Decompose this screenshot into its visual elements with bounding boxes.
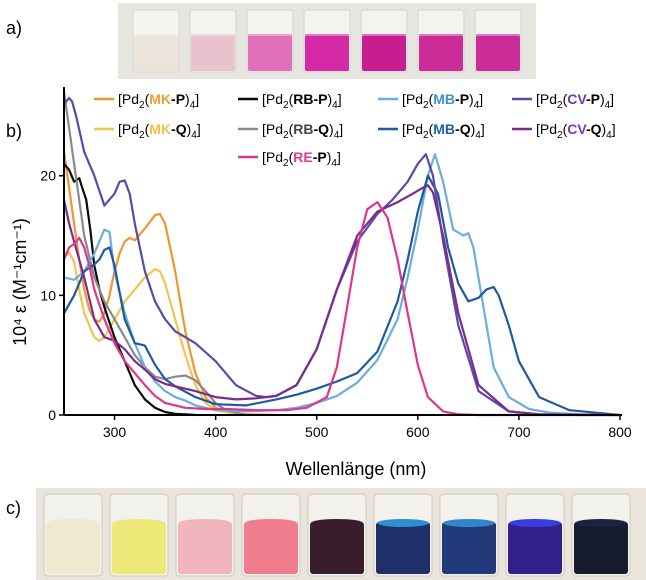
legend-label: [Pd2(MK-P)4]: [118, 91, 199, 111]
vial-top: [246, 9, 294, 73]
y-axis-label: 10⁴ ε (M⁻¹cm⁻¹): [10, 218, 30, 346]
legend-label: [Pd2(MK-Q)4]: [118, 121, 201, 141]
series-layer: [62, 90, 622, 417]
vial-photo-top: [118, 3, 536, 79]
legend-entry-mk-q: [Pd2(MK-Q)4]: [94, 121, 201, 141]
legend-entry-mb-q: [Pd2(MB-Q)4]: [378, 121, 485, 141]
x-axis-label: Wellenlänge (nm): [286, 459, 427, 479]
x-tick-label: 500: [305, 424, 329, 440]
legend-label: [Pd2(CV-P)4]: [536, 91, 614, 111]
vial-top: [417, 9, 465, 73]
legend-entry-rb-p: [Pd2(RB-P)4]: [238, 91, 342, 111]
vial-bottom: [307, 493, 367, 577]
series-line-re-p: [62, 201, 622, 417]
legend-entry-cv-p: [Pd2(CV-P)4]: [512, 91, 614, 111]
legend-label: [Pd2(RE-P)4]: [262, 149, 341, 169]
legend-entry-mb-p: [Pd2(MB-P)4]: [378, 91, 483, 111]
legend-entry-rb-q: [Pd2(RB-Q)4]: [238, 121, 343, 141]
vial-bottom: [373, 493, 433, 577]
series-line-cv-q: [62, 184, 622, 417]
legend-entry-mk-p: [Pd2(MK-P)4]: [94, 91, 199, 111]
vial-bottom: [241, 493, 301, 577]
vial-top: [189, 9, 237, 73]
y-tick-label: 0: [48, 407, 56, 423]
legend-label: [Pd2(MB-Q)4]: [402, 121, 485, 141]
legend-label: [Pd2(CV-Q)4]: [536, 121, 616, 141]
vial-bottom: [505, 493, 565, 577]
vial-top: [303, 9, 351, 73]
vial-bottom: [439, 493, 499, 577]
series-line-mb-p: [62, 153, 622, 417]
legend-entry-re-p: [Pd2(RE-P)4]: [238, 149, 341, 169]
vial-bottom: [571, 493, 631, 577]
panel-label-a: a): [6, 18, 22, 38]
vial-bottom: [175, 493, 235, 577]
series-line-mb-q: [62, 174, 622, 417]
panel-label-b: b): [6, 121, 22, 141]
x-tick-label: 400: [204, 424, 228, 440]
series-line-cv-p: [62, 96, 622, 417]
vial-top: [360, 9, 408, 73]
legend: [Pd2(MK-P)4] [Pd2(RB-P)4] [Pd2(MB-P)4] [Pd2…: [94, 91, 616, 169]
legend-label: [Pd2(RB-Q)4]: [262, 121, 343, 141]
x-tick-label: 300: [103, 424, 127, 440]
legend-entry-cv-q: [Pd2(CV-Q)4]: [512, 121, 616, 141]
x-tick-label: 700: [507, 424, 531, 440]
legend-label: [Pd2(MB-P)4]: [402, 91, 483, 111]
series-line-rb-q: [62, 90, 248, 417]
y-tick-label: 10: [40, 287, 56, 303]
vial-photo-bottom: [36, 488, 646, 580]
x-tick-label: 600: [406, 424, 430, 440]
vial-top: [132, 9, 180, 73]
series-line-mk-q: [62, 251, 268, 417]
panel-label-c: c): [6, 498, 21, 518]
y-tick-label: 20: [40, 168, 56, 184]
vial-bottom: [43, 493, 103, 577]
absorption-spectrum-chart: 300 400 500 600 700 800 0 10 20 Wellenlänge (nm)…: [10, 87, 632, 479]
vial-top: [474, 9, 522, 73]
x-tick-label: 800: [608, 424, 632, 440]
vial-bottom: [109, 493, 169, 577]
series-line-rb-p: [62, 162, 197, 417]
axes-layer: 300 400 500 600 700 800 0 10 20: [40, 87, 632, 440]
legend-label: [Pd2(RB-P)4]: [262, 91, 342, 111]
